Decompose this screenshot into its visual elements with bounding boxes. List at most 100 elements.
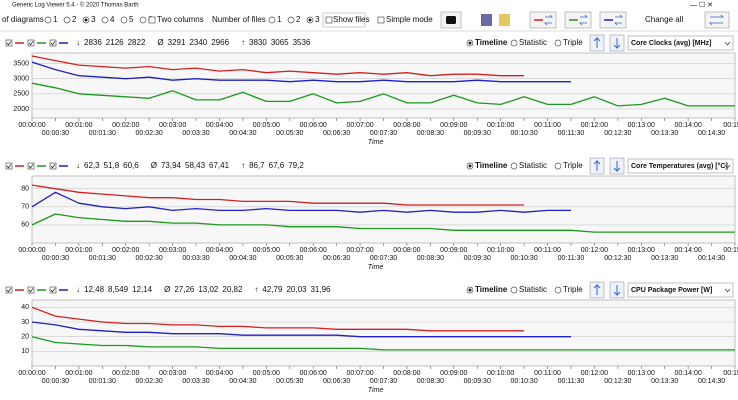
- metric-dropdown[interactable]: [627, 35, 734, 51]
- x-tick-label: 00:13:30: [651, 255, 678, 262]
- radio-button[interactable]: [120, 16, 128, 24]
- checkbox[interactable]: [5, 39, 13, 47]
- x-tick-label: 00:11:00: [534, 370, 561, 377]
- check-mark: [6, 288, 12, 293]
- series-line: [31, 55, 525, 77]
- x-tick-label: 00:01:00: [65, 247, 92, 254]
- checkbox[interactable]: [49, 286, 57, 294]
- x-tick-label: 00:08:30: [417, 255, 444, 262]
- radio-button[interactable]: [510, 286, 518, 294]
- x-tick-label: 00:01:30: [89, 130, 116, 137]
- stat-value: 3291: [168, 38, 186, 47]
- radio-label: 3: [91, 15, 96, 24]
- radio-label: 2: [72, 15, 77, 24]
- radio-dot: [468, 41, 472, 45]
- metric-dropdown[interactable]: [627, 158, 734, 174]
- stat-value: 51,8: [104, 161, 120, 170]
- y-tick-label: 20: [21, 334, 29, 341]
- stat-value: 60,6: [123, 161, 139, 170]
- x-tick-label: 00:08:00: [393, 122, 420, 129]
- metric-label: Core Temperatures (avg) [°C]: [631, 162, 728, 170]
- folder-icon[interactable]: [499, 14, 510, 26]
- radio-button[interactable]: [101, 16, 109, 24]
- metric-dropdown[interactable]: [627, 282, 734, 298]
- stat-symbol: Ø: [164, 285, 170, 294]
- show-files-frame[interactable]: [322, 12, 366, 28]
- x-tick-label: 00:06:00: [300, 247, 327, 254]
- checkbox-label: Show files: [333, 15, 369, 24]
- window-controls[interactable]: — ☐ ✕: [690, 1, 713, 9]
- change-all-button[interactable]: [704, 11, 730, 29]
- checkbox[interactable]: [5, 162, 13, 170]
- stat-value: 2126: [106, 38, 124, 47]
- x-tick-label: 00:00:00: [18, 247, 45, 254]
- scale-arrow: [593, 159, 601, 171]
- checkbox[interactable]: [148, 16, 156, 24]
- x-tick-label: 00:10:00: [487, 247, 514, 254]
- x-tick-label: 00:06:00: [300, 370, 327, 377]
- stat-value: 2822: [128, 38, 146, 47]
- x-tick-label: 00:08:00: [393, 370, 420, 377]
- dropdown-arrow: [724, 41, 731, 46]
- stat-value: 67,41: [209, 161, 230, 170]
- x-tick-label: 00:00:00: [18, 122, 45, 129]
- x-tick-label: 00:09:00: [440, 370, 467, 377]
- radio-button[interactable]: [510, 162, 518, 170]
- radio-button[interactable]: [63, 16, 71, 24]
- radio-button[interactable]: [268, 16, 276, 24]
- radio-button[interactable]: [554, 286, 562, 294]
- x-tick-label: 00:02:30: [136, 378, 163, 385]
- x-tick-label: 00:04:30: [229, 378, 256, 385]
- radio-button[interactable]: [554, 162, 562, 170]
- x-axis-label: Time: [368, 387, 384, 394]
- plot-area: [31, 52, 736, 119]
- checkbox[interactable]: [377, 16, 385, 24]
- checkbox[interactable]: [49, 39, 57, 47]
- radio-label: 1: [53, 15, 58, 24]
- radio-label: 1: [277, 15, 282, 24]
- stat-symbol: Ø: [157, 38, 163, 47]
- x-tick-label: 00:05:30: [276, 378, 303, 385]
- x-tick-label: 00:07:00: [346, 370, 373, 377]
- x-tick-label: 00:07:00: [346, 247, 373, 254]
- series-line: [31, 306, 525, 332]
- save-icon[interactable]: [481, 14, 492, 26]
- radio-button[interactable]: [44, 16, 52, 24]
- checkbox[interactable]: [27, 162, 35, 170]
- y-tick-label: 3000: [13, 76, 29, 83]
- radio-button[interactable]: [139, 16, 147, 24]
- radio-button[interactable]: [287, 16, 295, 24]
- x-tick-label: 00:09:30: [464, 255, 491, 262]
- x-tick-label: 00:09:30: [464, 130, 491, 137]
- series-line: [31, 321, 571, 338]
- checkbox[interactable]: [27, 39, 35, 47]
- stat-symbol: ↓: [76, 285, 80, 294]
- x-tick-label: 00:11:00: [534, 122, 561, 129]
- checkbox[interactable]: [325, 16, 333, 24]
- stat-value: 3065: [271, 38, 289, 47]
- x-tick-label: 00:04:00: [206, 122, 233, 129]
- plot-area: [31, 175, 736, 244]
- metric-label: CPU Package Power [W]: [631, 287, 712, 294]
- x-tick-label: 00:02:00: [112, 122, 139, 129]
- x-tick-label: 00:02:30: [136, 130, 163, 137]
- stat-value: 3830: [249, 38, 267, 47]
- x-tick-label: 00:03:30: [182, 378, 209, 385]
- x-tick-label: 00:10:30: [510, 255, 537, 262]
- checkbox[interactable]: [27, 286, 35, 294]
- x-tick-label: 00:04:30: [229, 255, 256, 262]
- x-tick-label: 00:01:00: [65, 370, 92, 377]
- x-tick-label: 00:08:30: [417, 130, 444, 137]
- radio-button[interactable]: [554, 39, 562, 47]
- scale-arrow: [613, 161, 621, 173]
- x-tick-label: 00:15:0: [723, 370, 738, 377]
- x-tick-label: 00:04:00: [206, 370, 233, 377]
- radio-button[interactable]: [510, 39, 518, 47]
- radio-dot: [468, 164, 472, 168]
- checkbox[interactable]: [49, 162, 57, 170]
- scale-arrow: [613, 38, 621, 50]
- x-tick-label: 00:05:00: [253, 122, 280, 129]
- checkbox[interactable]: [5, 286, 13, 294]
- toolbar-label: of diagrams: [2, 15, 44, 24]
- x-tick-label: 00:10:30: [510, 130, 537, 137]
